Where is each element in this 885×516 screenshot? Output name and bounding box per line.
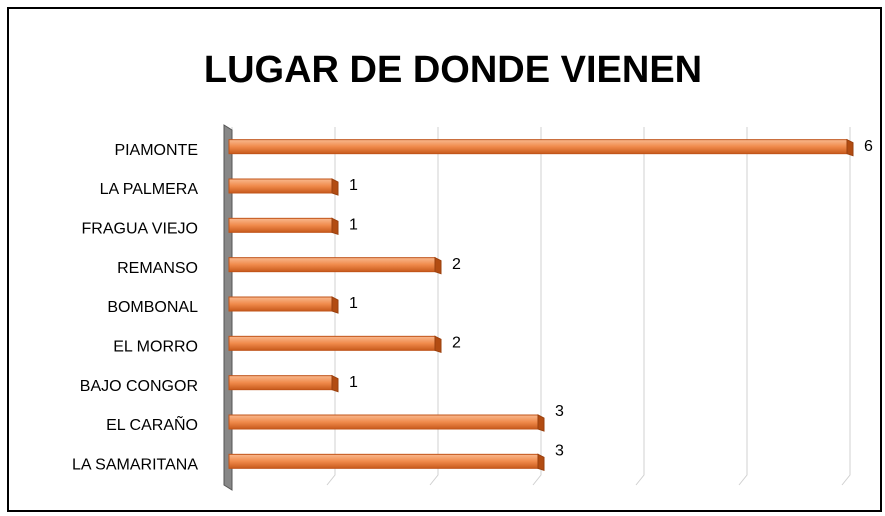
value-label: 2: [452, 335, 461, 352]
bar-end: [537, 414, 545, 432]
bar-face: [228, 139, 848, 155]
bar-face: [228, 375, 333, 391]
bar-face: [228, 414, 539, 430]
grid-line: [532, 127, 542, 486]
value-label: 1: [349, 374, 358, 391]
chart-title: LUGAR DE DONDE VIENEN: [204, 49, 702, 91]
grid-line: [635, 127, 645, 486]
bar-end: [846, 138, 854, 157]
grid-line: [429, 127, 439, 486]
bar: [228, 414, 545, 432]
value-label: 2: [452, 256, 461, 273]
bar-face: [228, 335, 436, 351]
bar-end: [537, 453, 545, 472]
bar-face: [228, 178, 333, 194]
bar: [228, 296, 339, 314]
bar-end: [331, 296, 339, 314]
bar-face: [228, 217, 333, 233]
bar: [228, 178, 339, 196]
bar-face: [228, 453, 539, 469]
y-tick-label: LA PALMERA: [100, 181, 199, 198]
bar-end: [331, 217, 339, 236]
y-tick-label: FRAGUA VIEJO: [82, 221, 198, 238]
bar-end: [434, 335, 442, 354]
y-tick-label: BAJO CONGOR: [80, 378, 198, 395]
grid-line: [326, 127, 336, 486]
axis-wall: [223, 124, 233, 491]
bar: [228, 374, 339, 393]
bar-face: [228, 296, 333, 312]
bar: [228, 217, 339, 236]
y-tick-label: PIAMONTE: [114, 142, 198, 159]
bar-face: [228, 257, 436, 273]
bar-end: [434, 256, 442, 275]
y-tick-label: REMANSO: [117, 260, 198, 277]
value-label: 3: [555, 443, 564, 460]
value-label: 1: [349, 177, 358, 194]
value-label: 3: [555, 403, 564, 420]
bar-end: [331, 374, 339, 393]
y-tick-label: EL CARAÑO: [106, 414, 198, 434]
bar: [228, 138, 854, 157]
grid-line: [738, 127, 748, 486]
value-label: 1: [349, 295, 358, 312]
value-label: 1: [349, 217, 358, 234]
bar-end: [331, 178, 339, 196]
y-tick-label: BOMBONAL: [107, 299, 198, 316]
bar: [228, 256, 442, 275]
value-label: 6: [864, 138, 873, 155]
y-tick-label: LA SAMARITANA: [72, 457, 198, 474]
y-tick-label: EL MORRO: [113, 339, 198, 356]
bar: [228, 335, 442, 354]
bar: [228, 453, 545, 472]
grid-line: [841, 127, 851, 486]
